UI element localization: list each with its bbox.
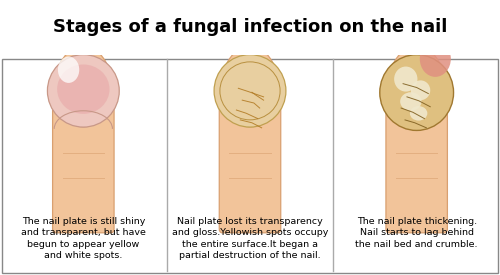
Text: I stage: I stage: [61, 65, 106, 78]
Text: III stage: III stage: [390, 65, 443, 78]
Ellipse shape: [420, 41, 451, 77]
Text: II stage: II stage: [226, 65, 274, 78]
FancyBboxPatch shape: [220, 90, 280, 233]
FancyBboxPatch shape: [386, 90, 448, 233]
Text: The nail plate thickening.
Nail starts to lag behind
the nail bed and crumble.: The nail plate thickening. Nail starts t…: [356, 217, 478, 249]
FancyBboxPatch shape: [52, 90, 114, 233]
Text: The nail plate is still shiny
and transparent, but have
begun to appear yellow
a: The nail plate is still shiny and transp…: [21, 217, 146, 260]
Text: Nail plate lost its transparency
and gloss.Yellowish spots occupy
the entire sur: Nail plate lost its transparency and glo…: [172, 217, 328, 260]
Ellipse shape: [410, 106, 428, 120]
Ellipse shape: [388, 46, 445, 127]
Ellipse shape: [394, 67, 417, 92]
Ellipse shape: [400, 92, 421, 111]
Ellipse shape: [411, 80, 430, 100]
Ellipse shape: [48, 55, 119, 127]
FancyBboxPatch shape: [2, 59, 498, 273]
Ellipse shape: [380, 55, 454, 130]
Text: Stages of a fungal infection on the nail: Stages of a fungal infection on the nail: [53, 18, 447, 37]
Ellipse shape: [58, 57, 80, 83]
Ellipse shape: [222, 46, 278, 127]
Ellipse shape: [57, 64, 110, 114]
Ellipse shape: [214, 55, 286, 127]
Ellipse shape: [55, 46, 112, 127]
